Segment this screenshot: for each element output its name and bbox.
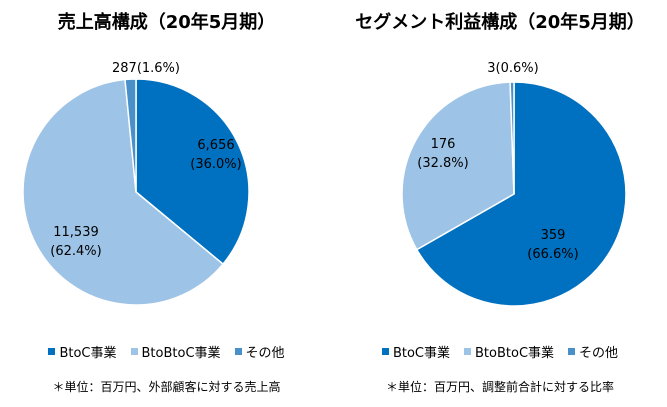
- chart-title: 売上高構成（20年5月期）: [57, 12, 276, 33]
- profit-pie-chart: 359 (66.6%) 176 (32.8%) 3(0.6%): [401, 61, 627, 307]
- sales-composition-panel: 売上高構成（20年5月期） 6,656 (36.0%) 11,539 (62.4%) 2…: [0, 0, 333, 407]
- value-label-btobtoc: 176: [431, 137, 456, 152]
- pie-slice-btobtoc: [401, 81, 515, 251]
- legend-item-other: その他: [234, 342, 285, 361]
- percent-label-btobtoc: (62.4%): [50, 244, 101, 259]
- pie-slice-other: [124, 78, 137, 193]
- legend-swatch: [381, 348, 389, 355]
- value-label-btobtoc: 11,539: [53, 225, 99, 240]
- legend-swatch: [48, 348, 56, 355]
- legend-item-btobtoc: BtoBtoC事業: [464, 342, 554, 361]
- legend-item-btoc: BtoC事業: [381, 342, 450, 361]
- legend-item-btobtoc: BtoBtoC事業: [130, 342, 221, 361]
- legend: BtoC事業 BtoBtoC事業 その他: [333, 342, 667, 361]
- legend-swatch: [130, 348, 138, 355]
- legend-label: BtoC事業: [392, 346, 450, 361]
- legend-item-other: その他: [568, 342, 618, 361]
- chart-title: セグメント利益構成（20年5月期）: [355, 12, 645, 33]
- legend-swatch: [234, 348, 242, 355]
- legend-label: BtoBtoC事業: [475, 346, 555, 361]
- percent-label-btoc: (36.0%): [190, 157, 241, 172]
- pie-slice-other: [509, 81, 515, 195]
- legend-item-btoc: BtoC事業: [48, 342, 117, 361]
- legend-label: その他: [579, 346, 619, 361]
- legend: BtoC事業 BtoBtoC事業 その他: [0, 342, 333, 361]
- data-label-other: 287(1.6%): [112, 61, 180, 76]
- legend-label: BtoC事業: [59, 346, 117, 361]
- value-label-btoc: 6,656: [197, 138, 234, 153]
- legend-label: BtoBtoC事業: [141, 346, 221, 361]
- legend-swatch: [568, 348, 576, 355]
- sales-pie-chart: 6,656 (36.0%) 11,539 (62.4%) 287(1.6%): [22, 61, 250, 306]
- pie-slice-btobtoc: [22, 78, 225, 306]
- unit-note: ＊単位：百万円、外部顧客に対する売上高: [52, 380, 281, 394]
- percent-label-btoc: (66.6%): [527, 247, 578, 262]
- data-label-other: 3(0.6%): [487, 61, 538, 76]
- segment-profit-panel: セグメント利益構成（20年5月期） 359 (66.6%) 176 (32.8%) 3(…: [333, 0, 667, 407]
- pie-slice-btoc: [415, 81, 627, 307]
- legend-swatch: [464, 348, 471, 355]
- legend-label: その他: [245, 346, 285, 361]
- unit-note: ＊単位：百万円、調整前合計に対する比率: [385, 380, 614, 394]
- value-label-btoc: 359: [541, 228, 566, 243]
- pie-slice-btoc: [135, 78, 250, 266]
- percent-label-btobtoc: (32.8%): [417, 156, 468, 171]
